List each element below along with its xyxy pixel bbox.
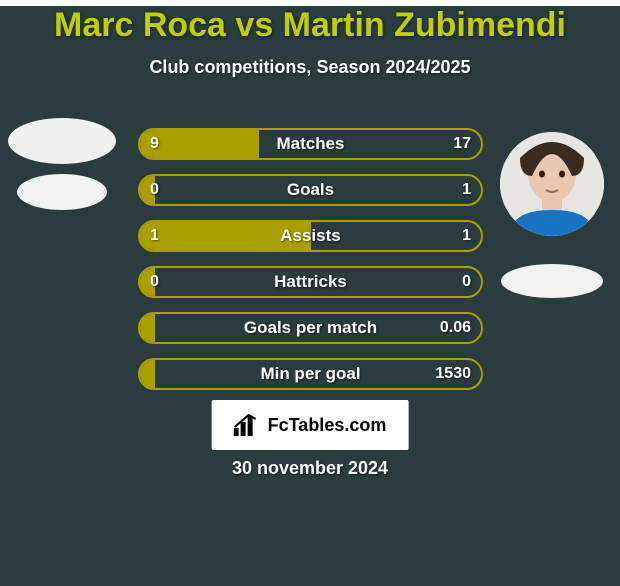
stat-label: Matches — [276, 134, 344, 154]
brand-text: FcTables.com — [268, 415, 387, 436]
player-left-avatar — [8, 118, 116, 164]
stat-label-wrap: Hattricks — [138, 266, 483, 298]
footer-date: 30 november 2024 — [0, 458, 620, 479]
stat-label-wrap: Goals per match — [138, 312, 483, 344]
comparison-infographic: Marc Roca vs Martin Zubimendi Club compe… — [0, 6, 620, 586]
stat-label-wrap: Assists — [138, 220, 483, 252]
avatar-icon — [500, 132, 604, 236]
stat-row: 1530Min per goal — [138, 358, 483, 390]
stat-row: 00Hattricks — [138, 266, 483, 298]
player-right-club-badge — [501, 264, 603, 298]
stat-label-wrap: Matches — [138, 128, 483, 160]
stat-label: Goals — [287, 180, 334, 200]
stat-row: 917Matches — [138, 128, 483, 160]
page-title: Marc Roca vs Martin Zubimendi — [0, 6, 620, 45]
stat-label-wrap: Goals — [138, 174, 483, 206]
brand-badge: FcTables.com — [212, 400, 409, 450]
brand-icon — [234, 414, 260, 436]
player-left — [6, 118, 118, 210]
stat-row: 0.06Goals per match — [138, 312, 483, 344]
player-right — [496, 132, 608, 298]
stat-label: Goals per match — [244, 318, 377, 338]
stat-row: 11Assists — [138, 220, 483, 252]
stat-label-wrap: Min per goal — [138, 358, 483, 390]
stat-label: Hattricks — [274, 272, 347, 292]
stat-label: Assists — [280, 226, 340, 246]
player-right-avatar — [500, 132, 604, 236]
stat-label: Min per goal — [260, 364, 360, 384]
stat-row: 01Goals — [138, 174, 483, 206]
player-left-club-badge — [17, 174, 107, 210]
comparison-bars: 917Matches 01Goals 11Assists 00Hattricks 0.0… — [138, 128, 483, 404]
subtitle: Club competitions, Season 2024/2025 — [0, 57, 620, 78]
